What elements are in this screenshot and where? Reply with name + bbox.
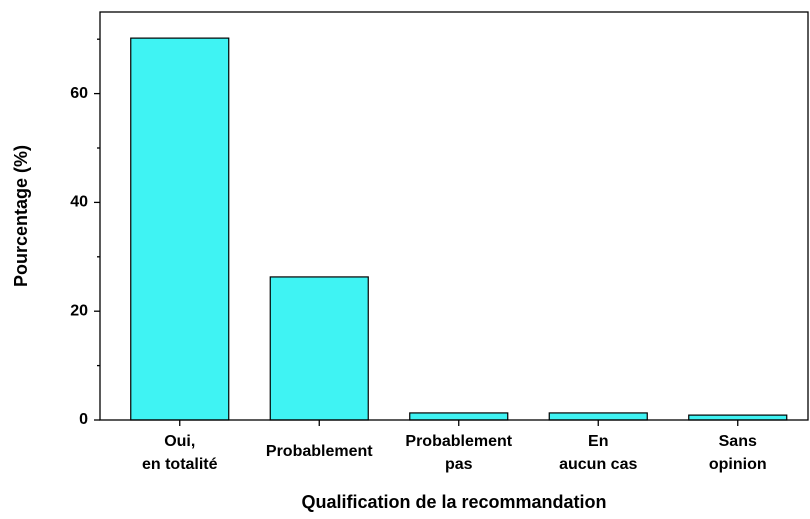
y-tick-label: 40 bbox=[70, 194, 88, 211]
x-tick-label: Sans bbox=[719, 433, 757, 450]
x-tick-label: opinion bbox=[709, 456, 767, 473]
x-tick-label: Probablement bbox=[266, 443, 373, 460]
x-tick-label: pas bbox=[445, 456, 473, 473]
y-tick-label: 20 bbox=[70, 302, 88, 319]
bar bbox=[409, 412, 509, 421]
x-tick-label: Probablement bbox=[405, 433, 512, 450]
y-axis-title: Pourcentage (%) bbox=[11, 145, 31, 287]
bar bbox=[548, 412, 648, 421]
y-tick-label: 0 bbox=[79, 411, 88, 428]
bar bbox=[269, 276, 369, 421]
y-tick-label: 60 bbox=[70, 85, 88, 102]
bar bbox=[130, 37, 230, 421]
x-tick-label: Oui, bbox=[164, 433, 195, 450]
x-tick-label: en totalité bbox=[142, 456, 218, 473]
bar bbox=[688, 414, 788, 421]
x-tick-label: aucun cas bbox=[559, 456, 637, 473]
x-axis-title: Qualification de la recommandation bbox=[301, 492, 606, 512]
x-tick-label: En bbox=[588, 433, 608, 450]
plot-frame bbox=[99, 11, 809, 421]
